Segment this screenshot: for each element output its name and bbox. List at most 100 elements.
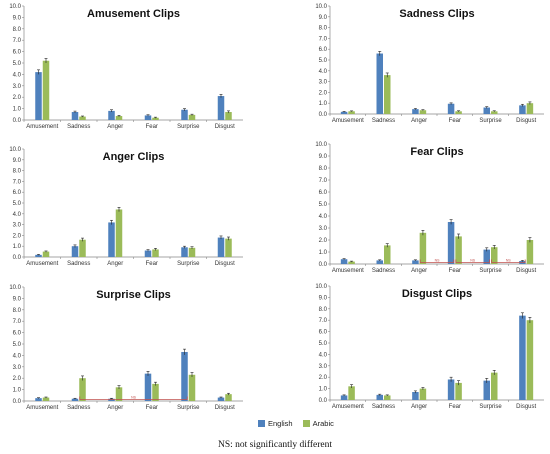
chart-title: Surprise Clips <box>96 289 171 301</box>
y-tick-label: 9.0 <box>13 158 22 164</box>
bar-english <box>447 103 455 114</box>
y-tick-label: 3.0 <box>13 84 22 90</box>
x-tick-label: Fear <box>449 268 461 274</box>
ns-label: NS <box>470 259 476 263</box>
bar-arabic <box>225 238 232 257</box>
y-tick-label: 2.0 <box>13 376 22 382</box>
x-tick-label: Amusement <box>26 405 58 411</box>
y-tick-label: 0.0 <box>319 398 328 404</box>
y-tick-label: 0.0 <box>319 112 328 118</box>
bar-english <box>144 250 152 257</box>
x-tick-label: Amusement <box>332 268 364 274</box>
y-tick-label: 10.0 <box>9 147 21 153</box>
y-tick-label: 9.0 <box>13 296 22 302</box>
bar-english <box>108 110 115 120</box>
y-tick-label: 2.0 <box>319 90 328 96</box>
x-tick-label: Anger <box>107 261 123 267</box>
y-tick-label: 7.0 <box>13 319 22 325</box>
y-tick-label: 4.0 <box>319 352 328 358</box>
legend-swatch-english <box>258 420 265 427</box>
bar-english <box>412 260 419 264</box>
y-tick-label: 1.0 <box>13 244 22 250</box>
bar-arabic <box>152 249 159 257</box>
legend-swatch-arabic <box>302 420 310 427</box>
bar-arabic <box>225 112 232 120</box>
bar-english <box>340 259 348 264</box>
y-tick-label: 6.0 <box>319 47 328 53</box>
y-tick-label: 5.0 <box>13 61 22 67</box>
y-tick-label: 4.0 <box>13 72 22 78</box>
bar-arabic <box>115 116 123 120</box>
bar-arabic <box>491 247 498 264</box>
bar-arabic <box>152 117 159 120</box>
x-tick-label: Surprise <box>479 118 502 124</box>
bar-arabic <box>115 387 123 401</box>
y-tick-label: 9.0 <box>319 154 328 160</box>
bar-english <box>412 109 419 114</box>
bar-arabic <box>419 232 427 264</box>
bar-arabic <box>188 374 196 401</box>
x-tick-label: Fear <box>146 261 158 267</box>
y-tick-label: 7.0 <box>13 38 22 44</box>
legend-label-arabic: Arabic <box>312 419 334 428</box>
bar-arabic <box>115 209 123 257</box>
y-tick-label: 6.0 <box>13 190 22 196</box>
bar-english <box>217 237 225 257</box>
x-tick-label: Surprise <box>479 268 502 274</box>
y-tick-label: 5.0 <box>319 202 328 208</box>
x-tick-label: Anger <box>411 404 427 410</box>
ns-bracket <box>419 259 455 263</box>
y-tick-label: 5.0 <box>13 201 22 207</box>
x-tick-label: Fear <box>146 124 158 130</box>
bar-english <box>181 247 188 257</box>
bar-arabic <box>42 251 50 257</box>
bar-arabic <box>419 388 427 400</box>
y-tick-label: 6.0 <box>319 190 328 196</box>
bar-english <box>340 395 348 400</box>
bar-english <box>71 112 79 120</box>
x-tick-label: Surprise <box>177 124 200 130</box>
ns-bracket <box>491 259 526 263</box>
bar-arabic <box>526 240 534 264</box>
chart-title: Sadness Clips <box>399 8 474 20</box>
x-tick-label: Sadness <box>67 124 90 130</box>
y-tick-label: 6.0 <box>13 50 22 56</box>
bar-arabic <box>42 60 50 120</box>
ns-label: NS <box>131 396 137 400</box>
x-tick-label: Sadness <box>372 404 395 410</box>
x-tick-label: Disgust <box>215 405 235 411</box>
y-tick-label: 3.0 <box>13 365 22 371</box>
bar-arabic <box>79 239 86 257</box>
y-tick-label: 1.0 <box>319 101 328 107</box>
y-tick-label: 8.0 <box>319 307 328 313</box>
bar-english <box>376 53 383 114</box>
bar-english <box>35 254 42 257</box>
x-tick-label: Amusement <box>332 404 364 410</box>
y-tick-label: 10.0 <box>315 4 327 10</box>
x-tick-label: Surprise <box>479 404 502 410</box>
x-tick-label: Sadness <box>372 118 395 124</box>
bar-english <box>35 398 42 401</box>
x-tick-label: Disgust <box>215 124 235 130</box>
y-tick-label: 4.0 <box>13 353 22 359</box>
y-tick-label: 7.0 <box>319 36 328 42</box>
bar-arabic <box>526 320 534 400</box>
y-tick-label: 10.0 <box>315 284 327 290</box>
y-tick-label: 7.0 <box>319 318 328 324</box>
y-tick-label: 10.0 <box>9 4 21 10</box>
y-tick-label: 2.0 <box>319 375 328 381</box>
y-tick-label: 9.0 <box>319 15 328 21</box>
ns-bracket <box>79 396 188 400</box>
ns-label: NS <box>506 259 512 263</box>
bar-english <box>71 246 79 257</box>
x-tick-label: Surprise <box>177 405 200 411</box>
bar-english <box>483 107 490 114</box>
x-tick-label: Disgust <box>516 118 536 124</box>
bar-arabic <box>384 245 391 264</box>
y-tick-label: 1.0 <box>13 388 22 394</box>
x-tick-label: Amusement <box>332 118 364 124</box>
bar-english <box>35 72 42 120</box>
x-tick-label: Anger <box>411 268 427 274</box>
bar-english <box>376 394 383 400</box>
bar-arabic <box>188 114 196 120</box>
